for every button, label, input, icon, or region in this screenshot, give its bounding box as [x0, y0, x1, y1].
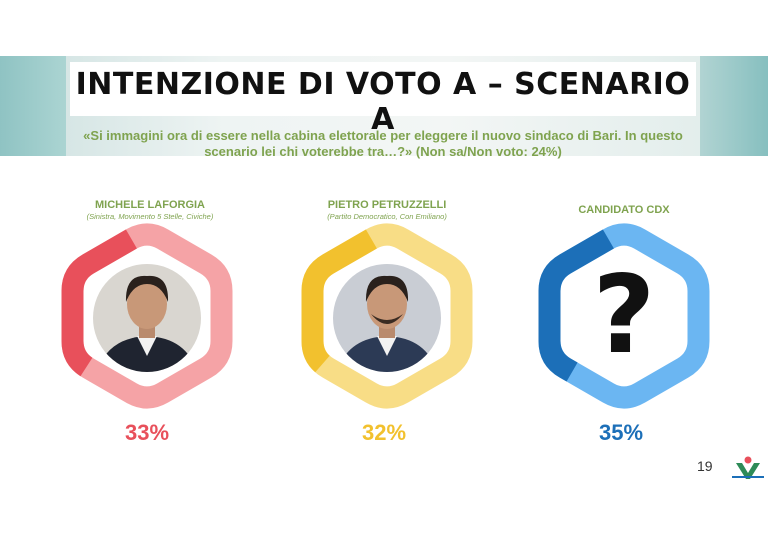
title-box — [70, 62, 696, 116]
survey-question: «Si immagini ora di essere nella cabina … — [83, 128, 683, 159]
percentage-label: 32% — [361, 420, 407, 445]
donut-value-segment — [301, 223, 473, 409]
percentage-label: 33% — [124, 420, 170, 445]
candidate-photo-icon — [93, 264, 201, 372]
donut-value-segment — [61, 223, 233, 409]
page-number: 19 — [697, 458, 713, 474]
percentage-label: 35% — [598, 420, 644, 445]
question-mark-icon: ? — [593, 253, 656, 378]
candidate-subtitle: (Sinistra, Movimento 5 Stelle, Civiche) — [86, 212, 214, 221]
donut-center — [564, 258, 684, 378]
candidate-name: PIETRO PETRUZZELLI — [327, 199, 447, 211]
brand-logo-icon — [732, 456, 764, 479]
slide-title: INTENZIONE DI VOTO A – SCENARIO A — [75, 67, 691, 137]
candidate-subtitle: (Partito Democratico, Con Emiliano) — [327, 212, 447, 221]
candidate-name: CANDIDATO CDX — [578, 204, 670, 216]
candidate-name: MICHELE LAFORGIA — [95, 199, 205, 211]
candidate-photo-icon — [333, 264, 441, 372]
donut-value-segment — [538, 223, 710, 409]
